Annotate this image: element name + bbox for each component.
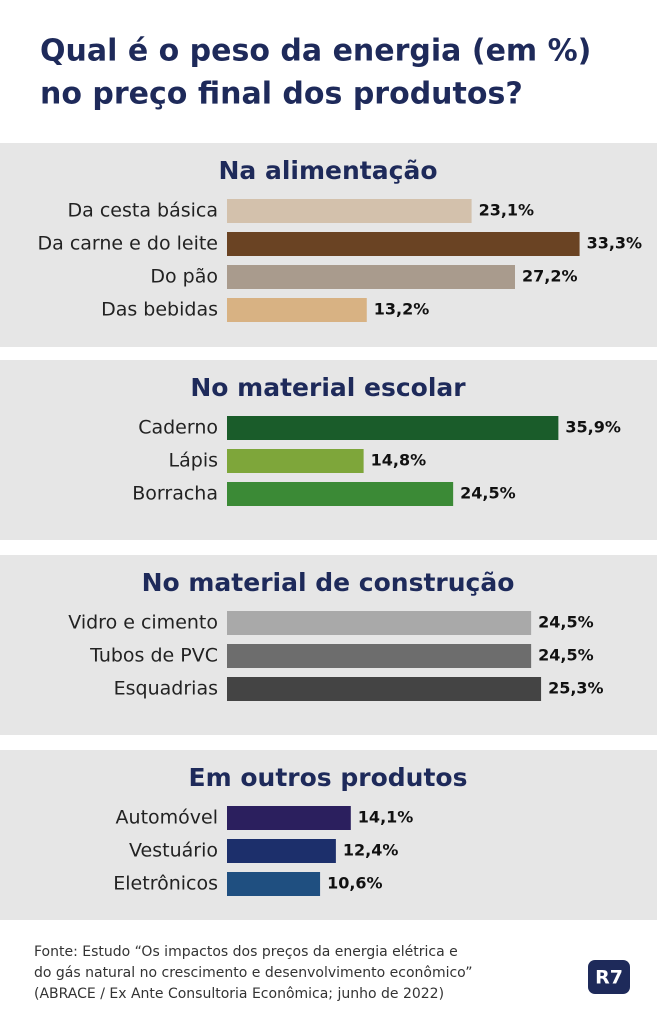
logo: R7 bbox=[595, 967, 623, 989]
logo-box bbox=[588, 960, 630, 994]
value-label: 25,3% bbox=[548, 679, 604, 698]
value-label: 10,6% bbox=[327, 874, 383, 893]
bar bbox=[227, 644, 532, 668]
bar bbox=[227, 482, 454, 506]
panel-title: No material escolar bbox=[190, 373, 466, 402]
bar bbox=[227, 449, 364, 473]
value-label: 12,4% bbox=[343, 841, 399, 860]
category-label: Automóvel bbox=[116, 807, 218, 829]
category-label: Tubos de PVC bbox=[89, 645, 218, 667]
value-label: 33,3% bbox=[587, 234, 643, 253]
bar bbox=[227, 232, 580, 256]
bar bbox=[227, 611, 532, 635]
category-label: Borracha bbox=[132, 483, 218, 505]
category-label: Do pão bbox=[150, 266, 218, 288]
category-label: Eletrônicos bbox=[113, 873, 218, 895]
bar bbox=[227, 872, 321, 896]
source-line: (ABRACE / Ex Ante Consultoria Econômica;… bbox=[34, 986, 444, 1002]
value-label: 23,1% bbox=[479, 201, 535, 220]
panel-title: Em outros produtos bbox=[189, 763, 468, 792]
category-label: Das bebidas bbox=[101, 299, 218, 321]
category-label: Esquadrias bbox=[114, 678, 218, 700]
panel bbox=[0, 750, 657, 920]
value-label: 35,9% bbox=[565, 418, 621, 437]
panel-title: Na alimentação bbox=[219, 156, 438, 185]
title-line: Qual é o peso da energia (em %) bbox=[40, 34, 591, 69]
bar bbox=[227, 298, 367, 322]
source-line: do gás natural no crescimento e desenvol… bbox=[34, 965, 473, 981]
bar bbox=[227, 265, 515, 289]
value-label: 27,2% bbox=[522, 267, 578, 286]
value-label: 14,1% bbox=[358, 808, 414, 827]
bar bbox=[227, 199, 472, 223]
category-label: Da cesta básica bbox=[68, 200, 218, 222]
value-label: 24,5% bbox=[538, 646, 594, 665]
value-label: 14,8% bbox=[371, 451, 427, 470]
title-line: no preço final dos produtos? bbox=[40, 77, 523, 112]
value-label: 24,5% bbox=[460, 484, 516, 503]
category-label: Caderno bbox=[138, 417, 218, 439]
category-label: Lápis bbox=[169, 450, 218, 472]
category-label: Da carne e do leite bbox=[38, 233, 219, 255]
source-line: Fonte: Estudo “Os impactos dos preços da… bbox=[34, 944, 458, 960]
value-label: 13,2% bbox=[374, 300, 430, 319]
bar bbox=[227, 839, 336, 863]
bar bbox=[227, 806, 351, 830]
bar bbox=[227, 677, 542, 701]
bar bbox=[227, 416, 559, 440]
category-label: Vestuário bbox=[129, 840, 218, 862]
category-label: Vidro e cimento bbox=[68, 612, 218, 634]
value-label: 24,5% bbox=[538, 613, 594, 632]
panel-title: No material de construção bbox=[142, 568, 515, 597]
